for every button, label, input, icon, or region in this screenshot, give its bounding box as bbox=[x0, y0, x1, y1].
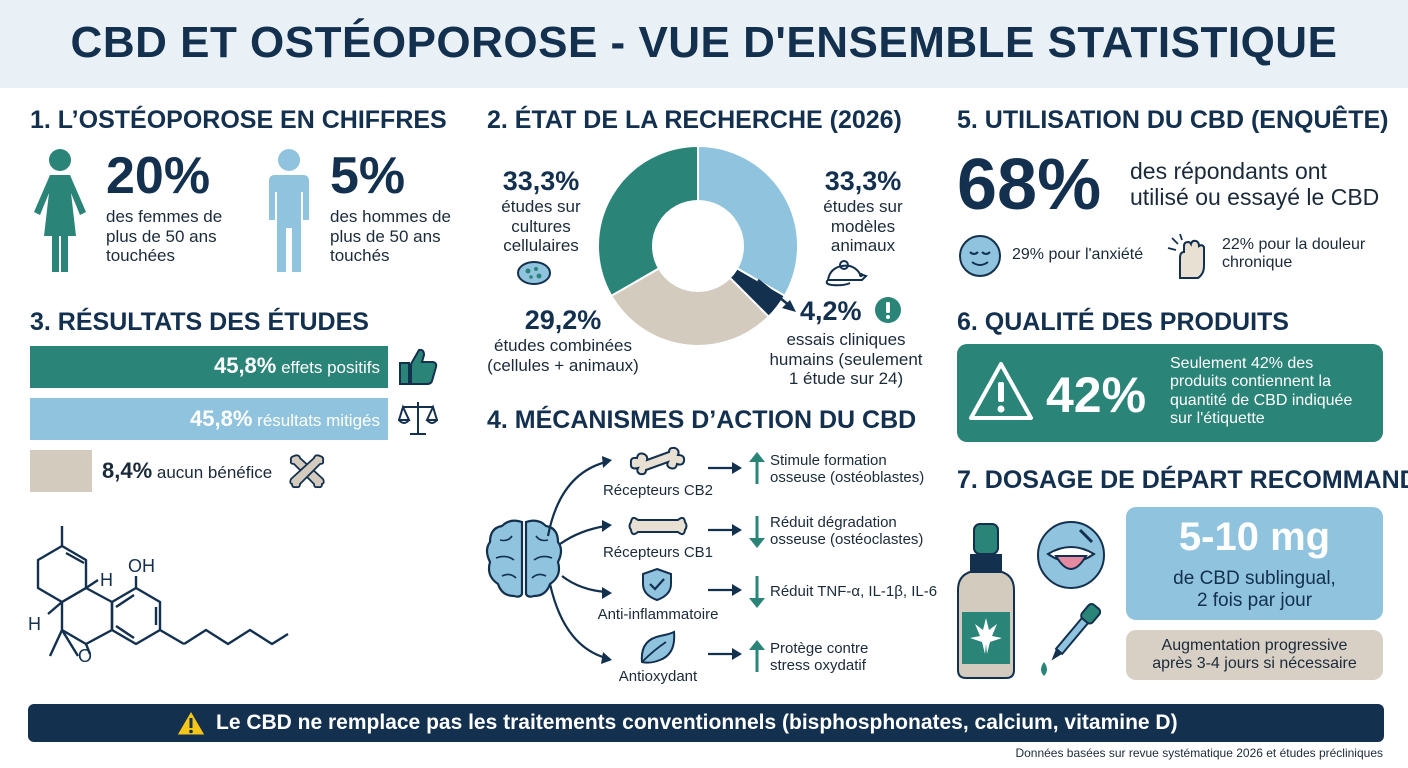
thumbs-up-icon bbox=[399, 348, 438, 385]
sublingual-icon bbox=[1037, 521, 1105, 589]
mechanism-effect-antioxidant: Protège contre stress oxydatif bbox=[770, 640, 869, 675]
quality-panel bbox=[957, 344, 1383, 442]
calm-face-icon bbox=[959, 235, 1001, 277]
disclaimer-text: Le CBD ne remplace pas les traitements c… bbox=[216, 711, 1178, 734]
dropper-icon bbox=[1041, 603, 1102, 676]
man-icon bbox=[269, 149, 309, 272]
arrow-up-icon-antioxidant bbox=[749, 640, 765, 672]
section-7-title: 7. DOSAGE DE DÉPART RECOMMANDÉ bbox=[957, 466, 1408, 494]
results-bar-none bbox=[30, 450, 92, 492]
pain-hand-icon bbox=[1167, 233, 1205, 279]
warning-icon bbox=[176, 710, 206, 736]
results-bar-positive bbox=[30, 346, 388, 388]
molecule-o-label: O bbox=[78, 646, 92, 666]
page-title: CBD ET OSTÉOPOROSE - VUE D'ENSEMBLE STAT… bbox=[70, 18, 1338, 67]
bone-icon-cb1 bbox=[628, 516, 688, 536]
header-band bbox=[0, 0, 1408, 88]
bone-icon-cb2 bbox=[629, 446, 686, 476]
dosage-note-panel bbox=[1126, 630, 1383, 680]
clinical-pointer-arrow bbox=[757, 279, 796, 312]
pain-stat: 22% pour la douleur chronique bbox=[1222, 236, 1366, 272]
slice-label-combined: 29,2% études combinées (cellules + anima… bbox=[487, 305, 639, 375]
slice-label-clinical: essais cliniques humains (seulement 1 ét… bbox=[769, 330, 923, 389]
cbd-molecule-diagram: OH H H O bbox=[28, 526, 289, 666]
section-4-title: 4. MÉCANISMES D’ACTION DU CBD bbox=[487, 406, 917, 434]
exclamation-icon bbox=[875, 297, 901, 323]
quality-text: Seulement 42% des produits contiennent la… bbox=[1170, 355, 1353, 428]
section-1-title: 1. L’OSTÉOPOROSE EN CHIFFRES bbox=[30, 106, 447, 134]
dosage-value: 5-10 mg bbox=[1178, 515, 1331, 559]
mechanism-label-cb1: Récepteurs CB1 bbox=[602, 544, 714, 561]
cbd-usage-text: des répondants ont utilisé ou essayé le C… bbox=[1130, 158, 1380, 211]
dosage-panel bbox=[1126, 507, 1383, 620]
arrow-down-icon-cb1 bbox=[749, 516, 765, 548]
leaf-icon bbox=[640, 630, 676, 664]
brain-icon bbox=[485, 519, 563, 598]
mechanism-label-anti-inflammatory: Anti-inflammatoire bbox=[597, 606, 719, 623]
molecule-h-label-1: H bbox=[100, 570, 113, 590]
results-bar-none-label: 8,4% aucun bénéfice bbox=[102, 458, 273, 483]
molecule-oh-label: OH bbox=[128, 556, 155, 576]
section-6-title: 6. QUALITÉ DES PRODUITS bbox=[957, 308, 1289, 336]
research-donut-chart bbox=[597, 145, 799, 347]
petri-dish-icon bbox=[517, 261, 551, 285]
mechanism-effect-cb1: Réduit dégradation osseuse (ostéoclastes) bbox=[770, 514, 924, 549]
dosage-note-text: Augmentation progressive après 3-4 jours … bbox=[1152, 637, 1357, 673]
women-percent: 20% bbox=[106, 147, 211, 205]
section-2-title: 2. ÉTAT DE LA RECHERCHE (2026) bbox=[487, 106, 902, 134]
mechanism-effect-cb2: Stimule formation osseuse (ostéoblastes) bbox=[770, 452, 925, 487]
quality-percent: 42% bbox=[1046, 367, 1147, 423]
mechanism-effect-arrows bbox=[708, 462, 742, 660]
mechanism-label-antioxidant: Antioxydant bbox=[618, 668, 698, 685]
balance-scale-icon bbox=[398, 402, 438, 435]
warning-triangle-icon bbox=[969, 362, 1033, 420]
men-percent: 5% bbox=[330, 147, 406, 205]
cbd-oil-bottle-icon bbox=[957, 523, 1015, 679]
men-text: des hommes de plus de 50 ans touchés bbox=[330, 207, 451, 266]
dosage-text: de CBD sublingual, 2 fois par jour bbox=[1173, 568, 1336, 611]
broken-bone-icon bbox=[289, 454, 325, 489]
disclaimer-banner bbox=[28, 704, 1384, 742]
mouse-icon bbox=[825, 260, 868, 287]
women-text: des femmes de plus de 50 ans touchées bbox=[106, 207, 223, 266]
results-bar-positive-label: 45,8% effets positifs bbox=[213, 353, 380, 378]
source-note: Données basées sur revue systématique 20… bbox=[1015, 746, 1383, 760]
mechanism-branch-arrows bbox=[546, 456, 612, 664]
cbd-usage-percent: 68% bbox=[957, 145, 1102, 225]
slice-label-animals: 33,3% études sur modèles animaux bbox=[823, 166, 903, 256]
mechanism-label-cb2: Récepteurs CB2 bbox=[602, 482, 714, 499]
results-bar-mixed bbox=[30, 398, 388, 440]
donut-slice-combined bbox=[609, 267, 771, 347]
donut-slice-animals bbox=[697, 145, 799, 298]
slice-pct-clinical: 4,2% bbox=[800, 296, 862, 326]
donut-slice-cells bbox=[597, 145, 699, 298]
molecule-h-label-2: H bbox=[28, 614, 41, 634]
arrow-up-icon-cb2 bbox=[749, 452, 765, 484]
anxiety-stat: 29% pour l'anxiété bbox=[1012, 246, 1144, 263]
mechanism-effect-inflammation: Réduit TNF-α, IL-1β, IL-6 bbox=[770, 583, 938, 600]
arrow-down-icon-inflammation bbox=[749, 576, 765, 608]
slice-label-cells: 33,3% études sur cultures cellulaires bbox=[501, 166, 581, 256]
section-3-title: 3. RÉSULTATS DES ÉTUDES bbox=[30, 308, 369, 336]
results-bar-mixed-label: 45,8% résultats mitigés bbox=[190, 406, 380, 431]
shield-icon bbox=[642, 567, 672, 602]
woman-icon bbox=[34, 149, 86, 272]
section-5-title: 5. UTILISATION DU CBD (ENQUÊTE) bbox=[957, 106, 1389, 134]
